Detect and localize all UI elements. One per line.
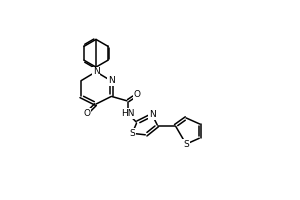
Text: N: N bbox=[149, 110, 156, 119]
Text: HN: HN bbox=[121, 109, 134, 118]
Text: S: S bbox=[183, 140, 189, 149]
Text: S: S bbox=[129, 129, 135, 138]
Text: O: O bbox=[133, 90, 140, 99]
Text: N: N bbox=[108, 76, 115, 85]
Text: O: O bbox=[83, 109, 90, 118]
Text: N: N bbox=[93, 67, 99, 76]
